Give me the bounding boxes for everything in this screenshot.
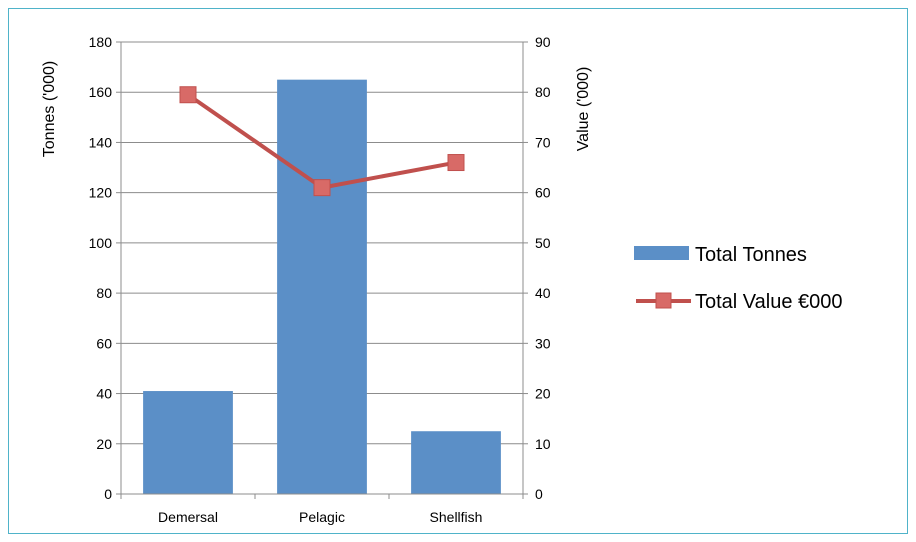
y-tick-label: 100 xyxy=(89,235,113,251)
bar-series xyxy=(143,79,501,495)
legend-label-total-value: Total Value €000 xyxy=(695,291,843,313)
value-marker-demersal xyxy=(179,86,197,104)
y2-tick-label: 20 xyxy=(535,386,551,402)
y2-tick-label: 90 xyxy=(535,34,551,50)
legend-swatch-total-tonnes xyxy=(634,246,689,260)
y2-axis-title: Value ('000) xyxy=(575,67,592,152)
line-series xyxy=(179,86,465,197)
legend: Total Tonnes Total Value €000 xyxy=(634,244,843,313)
x-tick-label: Shellfish xyxy=(430,509,483,525)
axes: 0 20 40 60 80 100 120 140 160 180 0 10 20 30 40 50 60 70 8… xyxy=(89,34,551,525)
y-tick-label: 160 xyxy=(89,84,113,100)
y-axis-title: Tonnes ('000) xyxy=(41,61,58,157)
y-tick-label: 20 xyxy=(96,436,112,452)
legend-label-total-tonnes: Total Tonnes xyxy=(695,244,807,266)
chart-svg: 0 20 40 60 80 100 120 140 160 180 0 10 20 30 40 50 60 70 8… xyxy=(41,34,843,525)
y2-tick-label: 30 xyxy=(535,335,551,351)
y2-tick-label: 50 xyxy=(535,235,551,251)
bar-demersal xyxy=(143,391,233,494)
legend-marker-total-value xyxy=(655,292,672,309)
y2-tick-label: 0 xyxy=(535,486,543,502)
x-tick-label: Demersal xyxy=(158,509,218,525)
y-tick-label: 120 xyxy=(89,185,113,201)
y-tick-label: 180 xyxy=(89,34,113,50)
value-marker-pelagic xyxy=(313,179,331,197)
y2-tick-label: 80 xyxy=(535,84,551,100)
y-tick-label: 80 xyxy=(96,285,112,301)
y-tick-label: 140 xyxy=(89,134,113,150)
y2-tick-label: 10 xyxy=(535,436,551,452)
y2-tick-label: 60 xyxy=(535,185,551,201)
y2-tick-label: 70 xyxy=(535,134,551,150)
y-tick-label: 60 xyxy=(96,335,112,351)
chart-frame: 0 20 40 60 80 100 120 140 160 180 0 10 20 30 40 50 60 70 8… xyxy=(8,8,908,534)
bar-pelagic xyxy=(277,79,367,495)
y-tick-label: 0 xyxy=(104,486,112,502)
x-tick-label: Pelagic xyxy=(299,509,345,525)
bar-shellfish xyxy=(411,431,501,494)
y-tick-label: 40 xyxy=(96,386,112,402)
y2-tick-label: 40 xyxy=(535,285,551,301)
value-marker-shellfish xyxy=(447,154,465,172)
